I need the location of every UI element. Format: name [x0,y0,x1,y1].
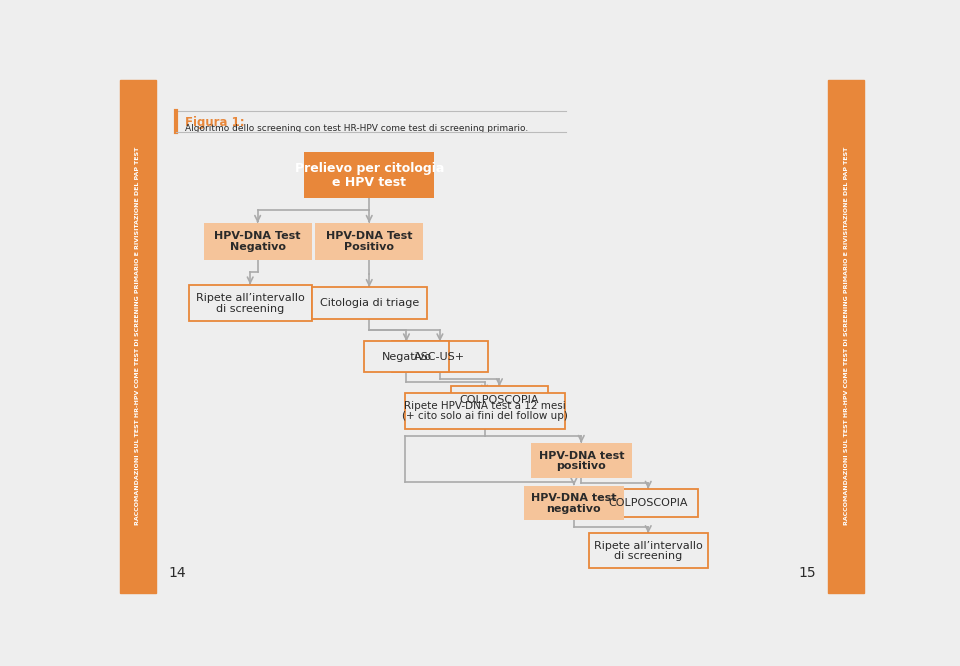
Bar [828,80,864,593]
Text: Figura 1:: Figura 1: [184,116,245,129]
FancyBboxPatch shape [392,342,489,372]
Text: Ripete all’intervallo: Ripete all’intervallo [196,293,304,303]
Text: 15: 15 [798,566,816,580]
Text: 14: 14 [168,566,186,580]
FancyBboxPatch shape [451,386,548,414]
FancyBboxPatch shape [304,152,434,198]
Text: Negativo: Negativo [229,242,286,252]
Text: RACCOMANDAZIONI SUL TEST HR-HPV COME TEST DI SCREENING PRIMARIO E RIVISITAZIONE : RACCOMANDAZIONI SUL TEST HR-HPV COME TES… [844,147,849,525]
Text: Ripete HPV-DNA test a 12 mesi: Ripete HPV-DNA test a 12 mesi [404,401,565,411]
FancyBboxPatch shape [598,489,699,517]
Text: positivo: positivo [557,461,606,471]
Text: COLPOSCOPIA: COLPOSCOPIA [609,498,688,508]
FancyBboxPatch shape [189,284,312,322]
Text: negativo: negativo [546,503,601,513]
Text: HPV-DNA Test: HPV-DNA Test [214,231,300,241]
Text: Ripete all’intervallo: Ripete all’intervallo [594,541,703,551]
Text: di screening: di screening [216,304,284,314]
Text: COLPOSCOPIA: COLPOSCOPIA [460,396,540,406]
Text: Positivo: Positivo [345,242,395,252]
Text: Negativo: Negativo [381,352,431,362]
Text: RACCOMANDAZIONI SUL TEST HR-HPV COME TEST DI SCREENING PRIMARIO E RIVISITAZIONE : RACCOMANDAZIONI SUL TEST HR-HPV COME TES… [135,147,140,525]
FancyBboxPatch shape [364,342,449,372]
FancyBboxPatch shape [315,223,423,260]
FancyBboxPatch shape [204,223,312,260]
Text: Citologia di triage: Citologia di triage [320,298,419,308]
Text: di screening: di screening [614,551,683,561]
Bar [120,80,156,593]
FancyBboxPatch shape [312,287,427,319]
FancyBboxPatch shape [588,533,708,568]
FancyBboxPatch shape [523,486,624,520]
FancyBboxPatch shape [531,443,632,478]
Text: (+ cito solo ai fini del follow up): (+ cito solo ai fini del follow up) [401,412,567,422]
Text: HPV-DNA Test: HPV-DNA Test [326,231,413,241]
FancyBboxPatch shape [404,393,564,429]
Text: Prelievo per citologia: Prelievo per citologia [295,162,444,175]
Text: ASC-US+: ASC-US+ [415,352,466,362]
Text: HPV-DNA test: HPV-DNA test [539,451,624,461]
Text: e HPV test: e HPV test [332,176,406,188]
Text: HPV-DNA test: HPV-DNA test [531,493,616,503]
Text: Algoritmo dello screening con test HR-HPV come test di screening primario.: Algoritmo dello screening con test HR-HP… [184,124,528,133]
